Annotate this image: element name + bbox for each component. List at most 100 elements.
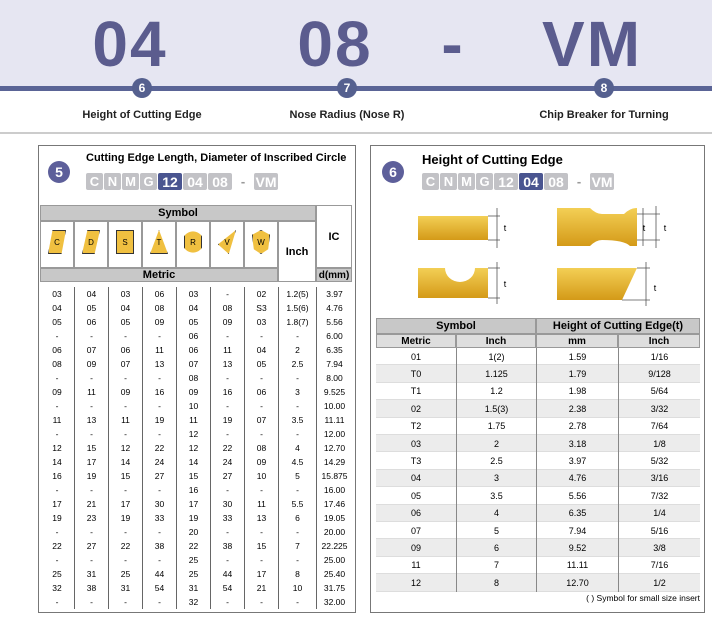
- cell: 07: [410, 525, 421, 536]
- cell: 14: [108, 455, 142, 469]
- panel-title: Height of Cutting Edge: [422, 152, 563, 167]
- cell: 4: [278, 441, 316, 455]
- cell: 22: [142, 441, 176, 455]
- code-box: N: [104, 173, 121, 190]
- cell: -: [55, 527, 59, 537]
- th: Metric: [40, 268, 278, 282]
- cell: 10: [278, 581, 316, 595]
- cell: 02: [244, 287, 278, 301]
- cell: 09: [410, 543, 421, 554]
- th: Inch: [278, 221, 316, 282]
- cell: -: [74, 525, 108, 539]
- cell: -: [244, 553, 278, 567]
- cell: 1/8: [618, 435, 700, 453]
- row-bg: [376, 435, 700, 453]
- cell: 03: [176, 287, 210, 301]
- code-box: 12: [494, 173, 518, 190]
- cell: -: [278, 371, 316, 385]
- cell: 11: [411, 560, 421, 571]
- cell: 8: [278, 567, 316, 581]
- cell: 17: [244, 567, 278, 581]
- shape-cell: [210, 221, 244, 268]
- shape-cell: [176, 221, 210, 268]
- cell: 04: [74, 287, 108, 301]
- cell: -: [210, 553, 244, 567]
- shape-cell: [142, 221, 176, 268]
- shape-cell: [74, 221, 108, 268]
- cell: 1.59: [536, 348, 618, 366]
- step-label: Height of Cutting Edge: [82, 109, 202, 121]
- panel-number: 6: [382, 161, 404, 183]
- code-box: -: [576, 174, 582, 189]
- code-box: N: [440, 173, 457, 190]
- code-box: 08: [208, 173, 232, 190]
- cell: 12.70: [536, 574, 618, 592]
- cell: S3: [244, 301, 278, 315]
- cell: 05: [410, 490, 421, 501]
- cell: 06: [176, 329, 210, 343]
- cell: 12: [410, 577, 421, 588]
- cell: 8: [456, 574, 536, 592]
- cell: 09: [210, 315, 244, 329]
- cell: 32: [52, 583, 62, 593]
- cell: T0: [410, 369, 422, 380]
- code-box: M: [458, 173, 475, 190]
- cell: -: [244, 399, 278, 413]
- cell: -: [278, 595, 316, 609]
- shape-icon: S: [116, 230, 134, 254]
- cell: 7/64: [618, 417, 700, 435]
- code-big: 04: [92, 8, 168, 80]
- code-box: VM: [590, 173, 614, 190]
- cell: 03: [108, 287, 142, 301]
- row-bg: [376, 539, 700, 557]
- cell: -: [142, 329, 176, 343]
- cell: 06: [244, 385, 278, 399]
- note: ( ) Symbol for small size insert: [586, 593, 700, 603]
- cell: 05: [74, 301, 108, 315]
- cell: -: [55, 373, 59, 383]
- cell: 1.5(6): [278, 301, 316, 315]
- cell: 5/32: [618, 452, 700, 470]
- cell: 6.35: [536, 504, 618, 522]
- th: Inch: [456, 334, 536, 348]
- cell: -: [244, 427, 278, 441]
- cell: 22: [52, 541, 62, 551]
- cell: 3: [278, 385, 316, 399]
- step-number: 6: [132, 78, 152, 98]
- cell: 38: [142, 539, 176, 553]
- cell: 11: [74, 385, 108, 399]
- shape-cell: [244, 221, 278, 268]
- cell: -: [142, 371, 176, 385]
- cell: 22.225: [316, 539, 352, 553]
- cell: 05: [52, 317, 62, 327]
- cell: 09: [74, 357, 108, 371]
- cell: 3/8: [618, 539, 700, 557]
- cell: 19: [142, 413, 176, 427]
- cell: 6: [456, 539, 536, 557]
- cell: 11: [142, 343, 176, 357]
- cell: 27: [142, 469, 176, 483]
- dim-label: t: [663, 223, 667, 233]
- cell: 19.05: [316, 511, 352, 525]
- cell: 15: [108, 469, 142, 483]
- cell: -: [210, 483, 244, 497]
- cell: 06: [52, 345, 62, 355]
- cell: 25: [176, 567, 210, 581]
- cell: -: [108, 371, 142, 385]
- cell: 14: [52, 457, 62, 467]
- cell: -: [142, 427, 176, 441]
- code-box: 04: [183, 173, 207, 190]
- cell: 7: [456, 556, 536, 575]
- cell: -: [55, 331, 59, 341]
- code-box: 12: [158, 173, 182, 190]
- th: Inch: [618, 334, 700, 348]
- cell: 1/4: [618, 504, 700, 522]
- cell: -: [210, 525, 244, 539]
- cell: -: [74, 329, 108, 343]
- cell: -: [210, 287, 244, 301]
- dim-label: t: [503, 279, 507, 289]
- cell: -: [55, 597, 59, 607]
- cell: -: [244, 483, 278, 497]
- cell: -: [142, 525, 176, 539]
- row-bg: [376, 348, 700, 366]
